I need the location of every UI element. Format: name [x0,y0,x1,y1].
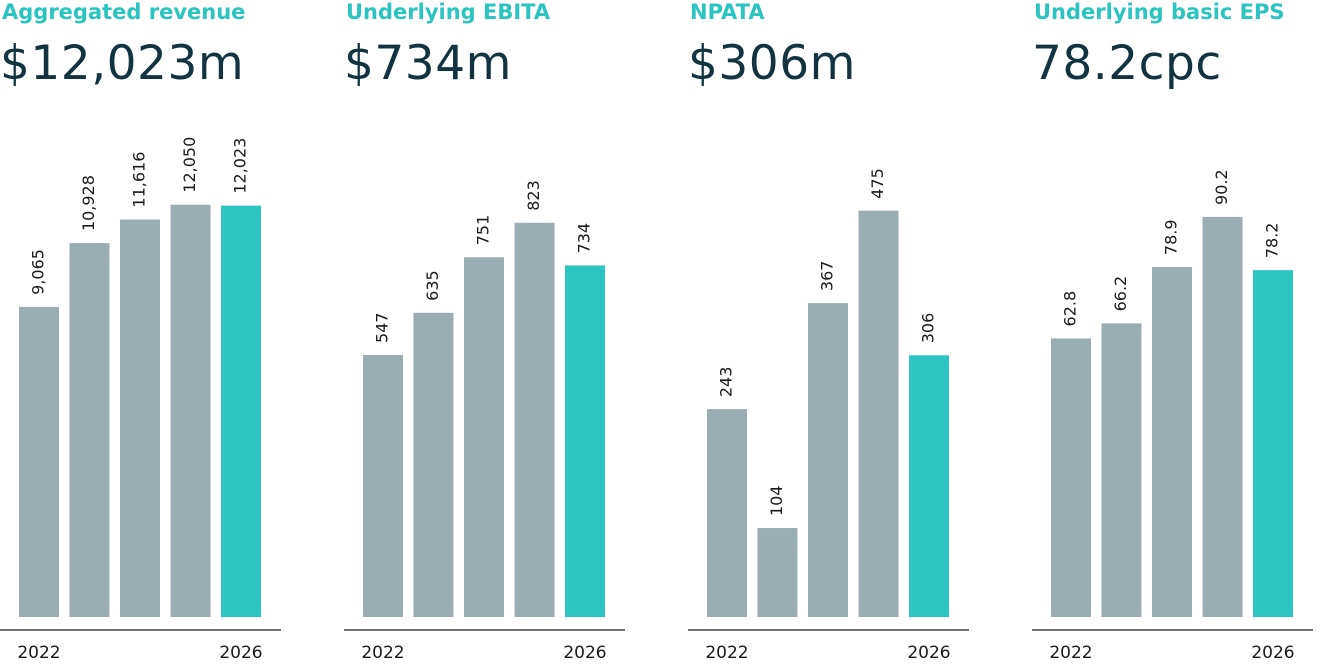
panel-title: Underlying EBITA [346,0,551,24]
x-tick-label: 2026 [219,643,262,663]
bar-value-label: 243 [717,367,736,398]
bar-value-label: 475 [868,168,887,199]
bar [1152,267,1192,617]
bar-value-label: 734 [575,223,594,254]
bar [1253,270,1293,617]
bar-value-label: 78.9 [1162,219,1181,255]
x-tick-label: 2026 [563,643,606,663]
npata-panel: NPATA $306m 243 104 367 475 306 2022 2026 [688,0,973,670]
bar-chart: 62.8 66.2 78.9 90.2 78.2 2022 2026 [1032,169,1313,663]
panel-headline-value: $12,023m [0,36,245,91]
bar [1051,338,1091,617]
panel-title: NPATA [690,0,765,24]
bar [565,265,605,617]
x-tick-label: 2026 [907,643,950,663]
x-tick-label: 2022 [17,643,60,663]
bar-chart: 243 104 367 475 306 2022 2026 [688,168,969,663]
bar [363,354,403,617]
x-tick-label: 2022 [705,643,748,663]
bar-value-label: 635 [423,270,442,301]
ebita-panel: Underlying EBITA $734m 547 635 751 823 734 20… [344,0,629,670]
bar [909,355,949,617]
bar [19,306,59,617]
bar [69,243,110,617]
bar-value-label: 9,065 [29,249,48,295]
bar [707,409,747,617]
bar-value-label: 823 [524,180,543,211]
bar-value-label: 12,023 [231,138,250,194]
bar [413,312,454,617]
panel-title: Underlying basic EPS [1034,0,1285,24]
bar-value-label: 367 [818,261,837,292]
bar-value-label: 62.8 [1061,291,1080,327]
panel-headline-value: $734m [344,36,512,91]
eps-panel: Underlying basic EPS 78.2cpc 62.8 66.2 78.… [1032,0,1317,670]
bar-value-label: 11,616 [130,152,149,208]
bar-chart: 547 635 751 823 734 2022 2026 [344,180,625,663]
bar [221,205,261,617]
panel-headline-value: $306m [688,36,856,91]
bar [514,222,555,617]
revenue-panel: Aggregated revenue $12,023m 9,065 10,928 1… [0,0,285,670]
bar-value-label: 78.2 [1263,223,1282,259]
panel-title: Aggregated revenue [2,0,246,24]
bar [1101,323,1142,617]
x-tick-label: 2022 [361,643,404,663]
bar [808,303,848,617]
panel-headline-value: 78.2cpc [1032,36,1222,91]
bar [464,257,504,617]
x-tick-label: 2022 [1049,643,1092,663]
bar [757,528,798,617]
bar-value-label: 10,928 [79,175,98,231]
bar [170,204,211,618]
bar-chart: 9,065 10,928 11,616 12,050 12,023 2022 2026 [0,137,281,663]
bar [1202,216,1243,617]
bar-value-label: 547 [373,312,392,343]
bar-value-label: 104 [767,485,786,516]
bar-value-label: 12,050 [180,137,199,193]
x-tick-label: 2026 [1251,643,1294,663]
bar-value-label: 90.2 [1212,169,1231,205]
bar [858,210,899,617]
bar-value-label: 751 [474,215,493,246]
bar [120,219,160,617]
bar-value-label: 66.2 [1111,276,1130,312]
bar-value-label: 306 [919,313,938,344]
